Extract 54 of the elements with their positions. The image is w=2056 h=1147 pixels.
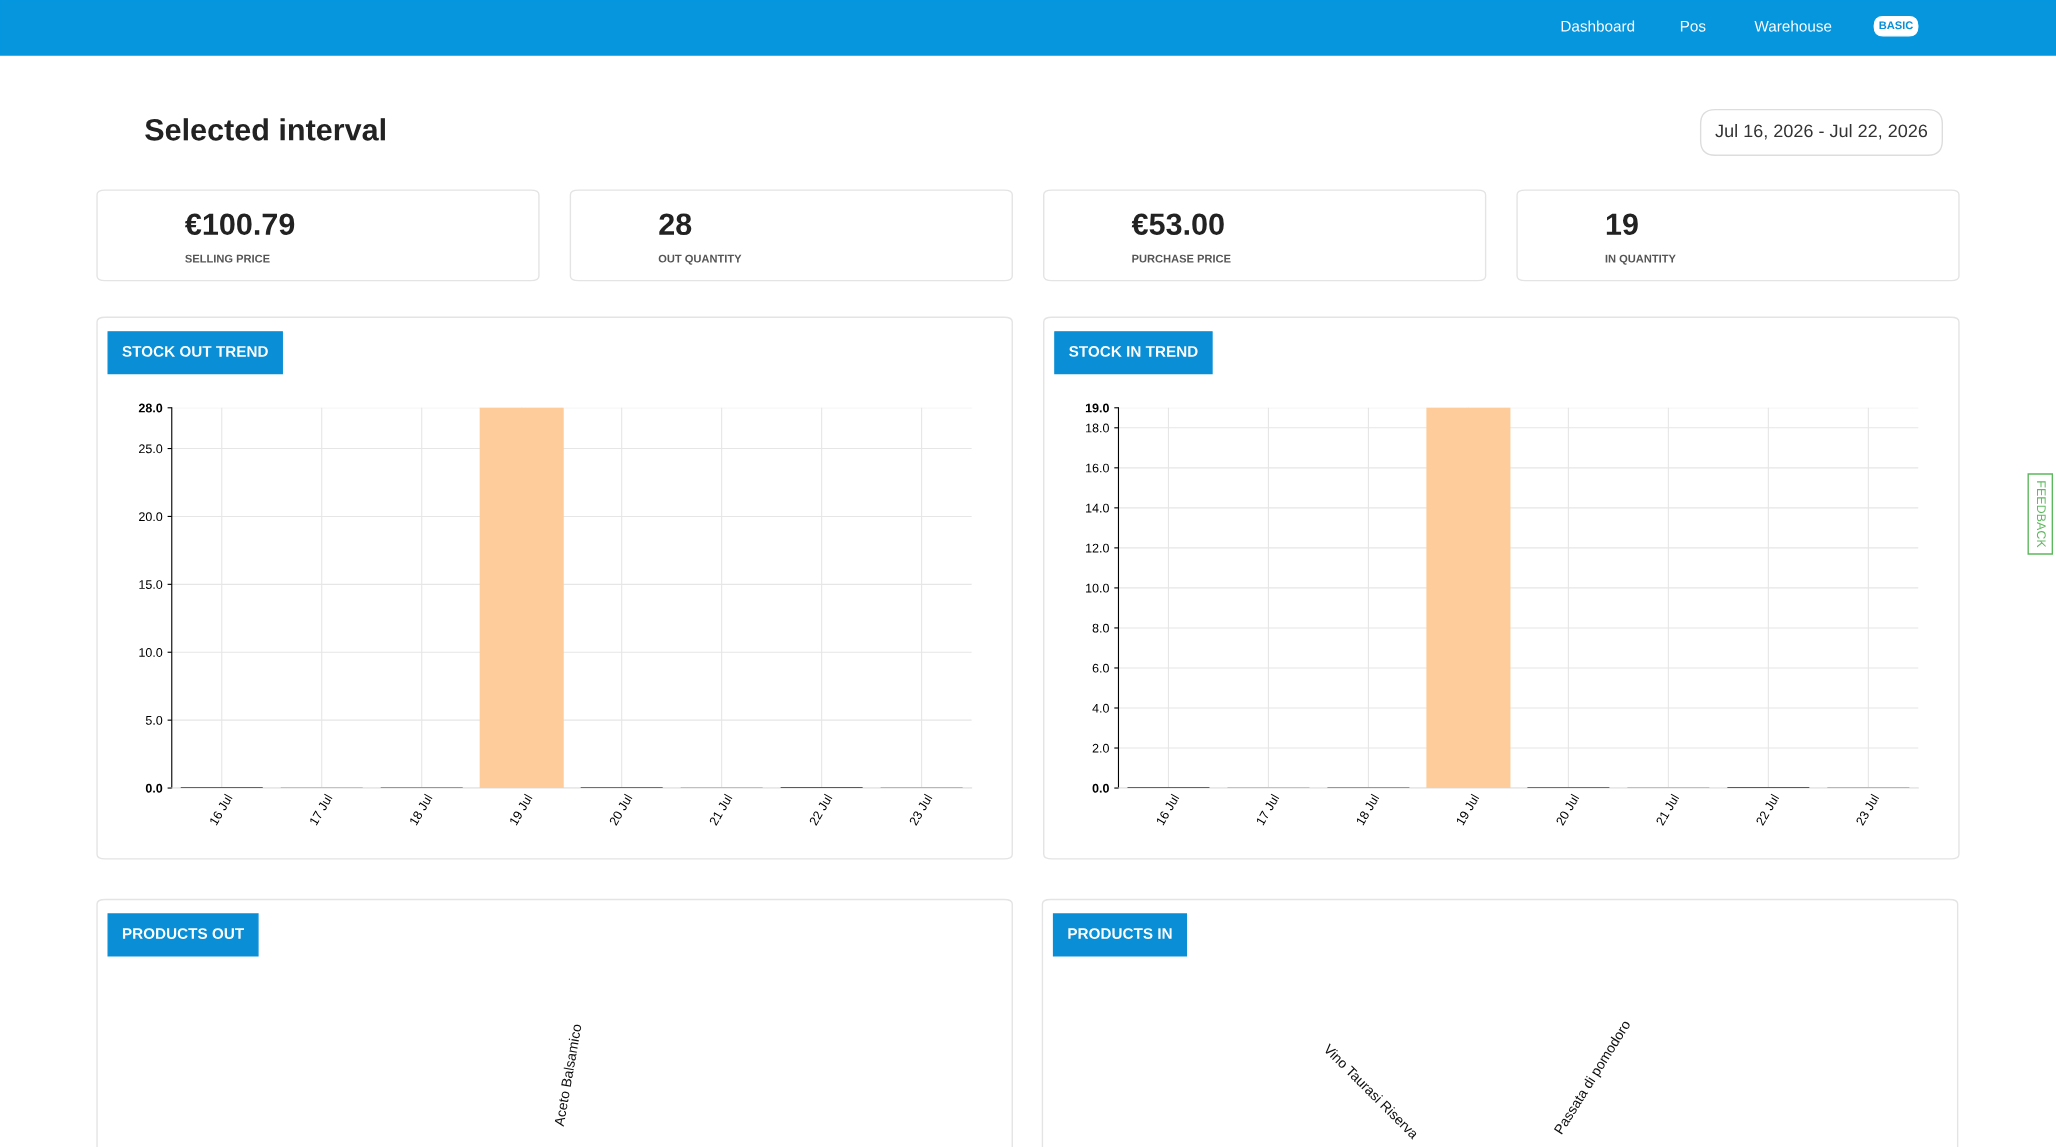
y-tick-label: 0.0 xyxy=(145,783,163,793)
x-tick-label: 17 Jul xyxy=(308,793,333,826)
x-tick-label: 19 Jul xyxy=(1455,793,1480,826)
y-tick-label: 25.0 xyxy=(139,444,163,454)
text: €100.79 xyxy=(185,213,295,236)
y-tick-label: 19.0 xyxy=(1085,403,1109,413)
text: Warehouse xyxy=(1754,20,1832,32)
text: SELLING PRICE xyxy=(185,254,270,263)
text: PURCHASE PRICE xyxy=(1132,254,1231,263)
y-tick-label: 20.0 xyxy=(139,512,163,522)
x-tick-label: 22 Jul xyxy=(1755,793,1780,826)
x-tick-label: 19 Jul xyxy=(508,793,533,826)
y-tick-label: 8.0 xyxy=(1092,623,1109,633)
chart-title: STOCK OUT TREND xyxy=(122,346,268,357)
x-tick-label: 18 Jul xyxy=(1355,793,1380,826)
y-tick-label: 15.0 xyxy=(139,580,163,589)
text: 28 xyxy=(659,213,692,236)
x-tick-label: 23 Jul xyxy=(908,793,933,826)
text: PRODUCTS IN xyxy=(1068,928,1172,939)
x-tick-label: 23 Jul xyxy=(1855,793,1880,826)
y-tick-label: 2.0 xyxy=(1092,743,1109,753)
x-tick-label: 18 Jul xyxy=(408,793,433,826)
text: €53.00 xyxy=(1131,213,1224,236)
x-tick-label: 20 Jul xyxy=(1555,793,1580,826)
y-tick-label: 16.0 xyxy=(1086,463,1109,473)
text: Aceto Balsamico xyxy=(553,1023,582,1127)
text: Pos xyxy=(1680,20,1706,32)
text: Dashboard xyxy=(1561,20,1635,32)
y-tick-label: 14.0 xyxy=(1086,503,1109,513)
text: PRODUCTS OUT xyxy=(122,928,244,939)
y-tick-label: 0.0 xyxy=(1092,783,1109,793)
y-tick-label: 5.0 xyxy=(145,715,163,725)
y-tick-label: 10.0 xyxy=(139,648,163,657)
y-tick-label: 12.0 xyxy=(1086,543,1109,553)
x-tick-label: 16 Jul xyxy=(208,793,233,826)
chart-title: STOCK IN TREND xyxy=(1069,346,1198,357)
x-tick-label: 21 Jul xyxy=(708,793,733,826)
x-tick-label: 20 Jul xyxy=(608,793,633,826)
text: BASIC xyxy=(1879,21,1914,30)
y-tick-label: 4.0 xyxy=(1092,703,1109,713)
text: FEEDBACK xyxy=(2036,481,2046,548)
x-tick-label: 16 Jul xyxy=(1155,793,1180,826)
text: Selected interval xyxy=(145,118,385,141)
y-tick-label: 6.0 xyxy=(1092,663,1109,673)
x-tick-label: 17 Jul xyxy=(1255,793,1280,826)
y-tick-label: 10.0 xyxy=(1086,583,1109,593)
x-tick-label: 22 Jul xyxy=(808,793,833,826)
x-tick-label: 21 Jul xyxy=(1655,793,1680,826)
text: Jul 16, 2026 - Jul 22, 2026 xyxy=(1715,124,1928,140)
text: OUT QUANTITY xyxy=(658,254,742,265)
y-tick-label: 18.0 xyxy=(1086,423,1109,433)
text: IN QUANTITY xyxy=(1605,254,1676,265)
text: 19 xyxy=(1606,213,1638,236)
y-tick-label: 28.0 xyxy=(138,403,163,413)
